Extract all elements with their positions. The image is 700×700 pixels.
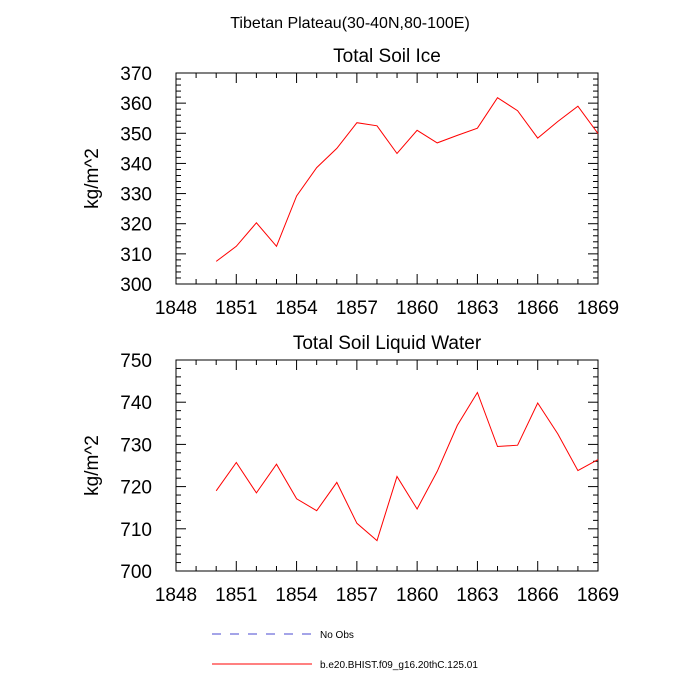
chart-panels: Total Soil Ice kg/m^2 1848 1851 1854 1857 1860… xyxy=(82,46,619,606)
panel-2: Total Soil Liquid Water kg/m^2 1848 1851 185… xyxy=(82,333,619,606)
plot-frame xyxy=(175,72,599,285)
x-tick-label: 1860 xyxy=(396,298,438,319)
y-tick-label: 340 xyxy=(120,154,152,175)
x-tick-label: 1854 xyxy=(275,298,318,319)
panel-title: Total Soil Ice xyxy=(333,46,441,67)
y-tick-label: 730 xyxy=(120,435,152,456)
y-tick-label: 360 xyxy=(120,94,152,115)
series-line-1 xyxy=(215,97,599,262)
legend: No Obs b.e20.BHIST.f09_g16.20thC.125.01 xyxy=(212,630,478,671)
x-tick-label: 1848 xyxy=(155,298,197,319)
x-tick-label: 1869 xyxy=(577,298,619,319)
legend-label-1: No Obs xyxy=(320,630,354,641)
y-tick-label: 740 xyxy=(120,393,152,414)
y-tick-label: 320 xyxy=(120,215,152,236)
x-tick-label: 1863 xyxy=(456,585,498,606)
x-tick-label: 1848 xyxy=(155,585,197,606)
y-tick-label: 370 xyxy=(120,64,152,85)
plot-frame xyxy=(175,359,599,572)
y-tick-label: 700 xyxy=(120,562,152,583)
panel-title: Total Soil Liquid Water xyxy=(293,333,482,354)
series-line-1 xyxy=(215,391,599,542)
y-tick-label: 750 xyxy=(120,351,152,372)
x-tick-label: 1866 xyxy=(517,298,559,319)
y-axis-label: kg/m^2 xyxy=(82,435,103,496)
panel-1: Total Soil Ice kg/m^2 1848 1851 1854 1857 1860… xyxy=(82,46,619,319)
legend-label-2: b.e20.BHIST.f09_g16.20thC.125.01 xyxy=(320,660,478,671)
y-tick-label: 710 xyxy=(120,520,152,541)
x-tick-label: 1863 xyxy=(456,298,498,319)
x-tick-label: 1866 xyxy=(517,585,559,606)
x-tick-label: 1851 xyxy=(215,298,257,319)
x-tick-label: 1857 xyxy=(336,585,378,606)
x-tick-label: 1857 xyxy=(336,298,378,319)
x-tick-label: 1854 xyxy=(275,585,318,606)
y-tick-label: 350 xyxy=(120,124,152,145)
y-tick-label: 330 xyxy=(120,185,152,206)
figure-title: Tibetan Plateau(30-40N,80-100E) xyxy=(230,15,470,32)
y-tick-label: 720 xyxy=(120,478,152,499)
x-tick-label: 1851 xyxy=(215,585,257,606)
y-axis-label: kg/m^2 xyxy=(82,148,103,209)
x-tick-label: 1860 xyxy=(396,585,438,606)
y-tick-label: 300 xyxy=(120,275,152,296)
y-tick-label: 310 xyxy=(120,245,152,266)
x-tick-label: 1869 xyxy=(577,585,619,606)
